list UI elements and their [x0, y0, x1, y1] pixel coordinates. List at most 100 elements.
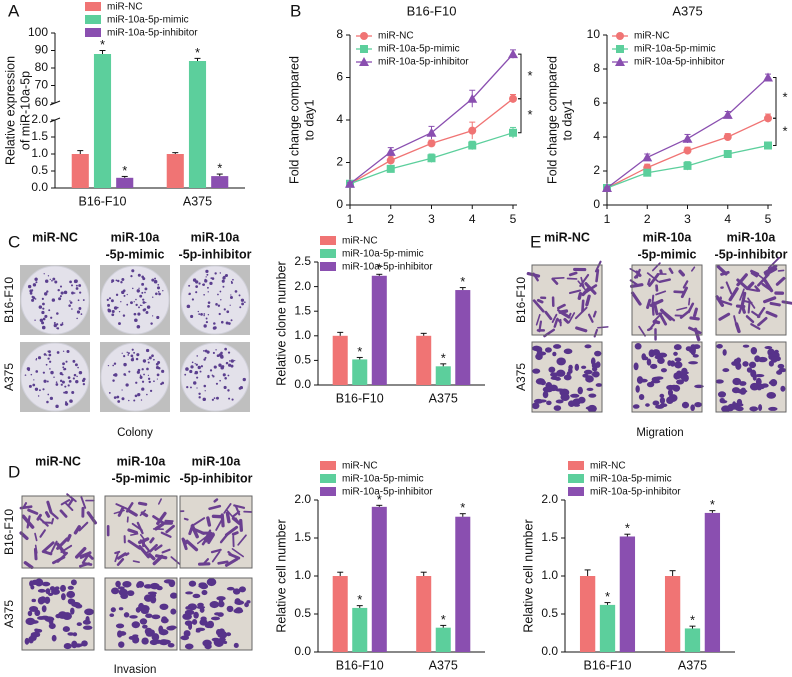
- colony: [143, 308, 147, 311]
- cell: [199, 619, 208, 626]
- cell: [573, 403, 581, 407]
- cell: [742, 344, 750, 348]
- column-header: miR-10a: [727, 230, 777, 244]
- cell: [536, 351, 547, 356]
- colony: [213, 365, 217, 369]
- cell: [63, 643, 72, 650]
- significance-mark: *: [100, 37, 105, 52]
- colony: [110, 299, 114, 303]
- row-label: B16-F10: [514, 277, 528, 323]
- cell: [165, 524, 175, 534]
- cell: [688, 346, 696, 354]
- cell: [767, 256, 780, 270]
- column-header: -5p-mimic: [105, 247, 164, 261]
- colony: [113, 362, 117, 365]
- colony: [30, 373, 33, 376]
- cell: [736, 398, 743, 407]
- colony: [132, 357, 134, 359]
- colony: [241, 302, 244, 306]
- y-tick-label: 80: [35, 60, 49, 74]
- cell: [646, 272, 660, 283]
- colony: [224, 273, 228, 278]
- colony: [76, 375, 78, 378]
- y-axis-label: Relative clone number: [274, 261, 288, 385]
- panel-letter: D: [8, 462, 20, 481]
- image-border: [104, 577, 178, 651]
- colony: [61, 380, 65, 384]
- cell: [679, 371, 689, 375]
- cell: [234, 600, 245, 605]
- significance-mark: *: [441, 612, 446, 627]
- y-tick-label: 1.5: [294, 530, 311, 544]
- colony: [188, 284, 191, 287]
- colony: [146, 367, 149, 371]
- significance-mark: *: [782, 89, 787, 104]
- marker: [723, 133, 732, 141]
- cell: [574, 363, 580, 371]
- colony: [193, 381, 197, 385]
- column-header: miR-NC: [35, 454, 81, 468]
- bar: [93, 54, 112, 188]
- cell: [646, 358, 652, 366]
- y-tick-label: 0.0: [31, 180, 48, 194]
- colony: [221, 279, 225, 283]
- cell: [594, 350, 602, 357]
- colony: [185, 367, 189, 371]
- colony: [46, 354, 48, 356]
- cell: [746, 287, 759, 292]
- chart-title: B16-F10: [407, 3, 457, 18]
- cell: [633, 362, 639, 371]
- colony: [49, 360, 52, 363]
- legend-label: miR-10a-5p-inhibitor: [590, 487, 681, 498]
- colony: [45, 279, 49, 283]
- colony: [196, 355, 198, 357]
- cell: [584, 284, 598, 294]
- significance-mark: *: [527, 68, 532, 83]
- cell: [214, 612, 221, 616]
- colony: [207, 314, 210, 316]
- colony: [220, 366, 224, 370]
- marker: [467, 93, 478, 103]
- error-bar: [689, 625, 696, 629]
- cell: [769, 379, 778, 387]
- cell: [39, 518, 49, 527]
- colony: [152, 315, 154, 317]
- cell: [734, 322, 741, 334]
- colony: [26, 367, 31, 371]
- cell: [70, 598, 76, 605]
- cell: [675, 373, 682, 379]
- error-bar: [440, 624, 447, 628]
- y-tick-label: 70: [35, 78, 49, 92]
- marker: [602, 183, 612, 192]
- legend-label: miR-NC: [107, 2, 143, 13]
- cell: [115, 580, 121, 588]
- colony: [69, 301, 73, 304]
- cell: [182, 613, 192, 620]
- cell: [126, 508, 138, 517]
- significance-mark: *: [195, 45, 200, 60]
- colony: [62, 362, 65, 366]
- legend-swatch: [85, 15, 101, 24]
- cell: [36, 513, 42, 521]
- cell: [688, 361, 699, 365]
- cell: [739, 288, 745, 301]
- colony: [41, 297, 44, 300]
- colony: [68, 304, 71, 307]
- legend-label: miR-NC: [342, 461, 378, 472]
- colony: [207, 291, 209, 293]
- colony: [69, 399, 73, 403]
- colony: [35, 358, 38, 361]
- cell: [239, 518, 244, 532]
- cell: [223, 503, 232, 514]
- bar: [416, 576, 432, 652]
- colony: [151, 278, 155, 282]
- colony: [64, 385, 67, 388]
- cell: [116, 552, 127, 560]
- cell: [183, 630, 191, 637]
- image-caption: Colony: [117, 427, 153, 439]
- colony: [112, 379, 115, 382]
- colony: [153, 358, 155, 361]
- cell: [775, 276, 786, 286]
- cell: [716, 343, 723, 349]
